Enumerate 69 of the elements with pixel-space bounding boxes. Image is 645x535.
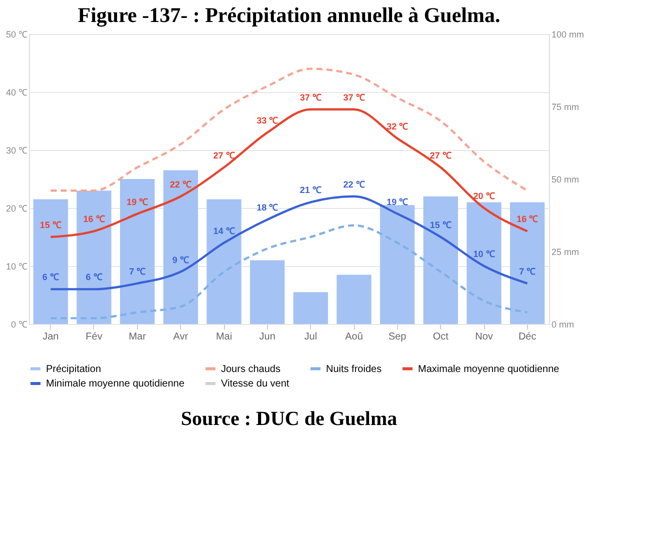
legend-label: Vitesse du vent — [221, 378, 290, 390]
bar — [163, 170, 198, 324]
data-label: 37 ℃ — [343, 92, 365, 102]
data-label: 6 ℃ — [86, 272, 102, 282]
data-label: 16 ℃ — [516, 214, 538, 224]
y-tick-label: 20 ℃ — [6, 204, 28, 214]
y-tick-label: 10 ℃ — [6, 262, 28, 272]
data-label: 6 ℃ — [42, 272, 59, 282]
data-label: 21 ℃ — [300, 185, 322, 196]
data-label: 16 ℃ — [83, 214, 105, 224]
bar — [510, 202, 545, 324]
data-label: 32 ℃ — [386, 121, 408, 132]
data-label: 14 ℃ — [213, 226, 235, 236]
y-tick-label: 40 ℃ — [6, 88, 28, 98]
data-label: 18 ℃ — [256, 202, 278, 213]
bar — [206, 199, 242, 324]
data-label: 27 ℃ — [430, 150, 452, 160]
bar — [250, 260, 285, 324]
bar — [380, 205, 415, 324]
legend-label: Nuits froides — [326, 364, 382, 375]
x-tick-label: Jan — [42, 332, 59, 342]
chart-title: Figure -137- : Précipitation annuelle à Guelma. — [78, 3, 500, 27]
data-label: 37 ℃ — [300, 92, 322, 102]
data-label: 15 ℃ — [40, 220, 62, 230]
x-tick-label: Aoû — [345, 332, 363, 342]
bar — [466, 202, 502, 324]
bar — [76, 190, 112, 324]
x-tick-label: Sep — [388, 332, 407, 342]
data-label: 9 ℃ — [172, 254, 189, 265]
data-label: 7 ℃ — [519, 266, 536, 276]
legend-label: Jours chauds — [221, 364, 280, 375]
x-tick-label: Avr — [173, 332, 189, 342]
data-label: 19 ℃ — [386, 196, 408, 207]
data-label: 15 ℃ — [430, 220, 452, 230]
data-label: 10 ℃ — [473, 249, 495, 259]
legend-label: Maximale moyenne quotidienne — [418, 364, 560, 375]
data-label: 22 ℃ — [170, 179, 192, 190]
bar — [120, 179, 155, 324]
source-note: Source : DUC de Guelma — [180, 408, 398, 430]
x-tick-label: Fév — [86, 332, 102, 342]
x-tick-label: Mar — [128, 332, 147, 342]
data-label: 7 ℃ — [129, 266, 146, 276]
bar — [293, 292, 328, 324]
x-tick-label: Oct — [432, 332, 449, 342]
y2-tick-label: 75 mm — [552, 102, 580, 112]
bar — [423, 196, 458, 324]
y-tick-label: 50 ℃ — [6, 30, 28, 40]
y2-tick-label: 25 mm — [552, 247, 580, 257]
data-label: 27 ℃ — [213, 150, 235, 160]
legend-label: Minimale moyenne quotidienne — [46, 378, 185, 390]
y-tick-label: 0 ℃ — [10, 320, 28, 330]
bar — [33, 199, 68, 324]
bar — [336, 274, 372, 324]
x-tick-label: Mai — [216, 332, 232, 342]
line-series — [50, 68, 528, 192]
data-label: 22 ℃ — [343, 179, 365, 190]
data-label: 19 ℃ — [126, 196, 148, 207]
data-label: 33 ℃ — [256, 116, 278, 126]
line-series — [50, 108, 528, 238]
data-label: 20 ℃ — [473, 191, 495, 201]
x-tick-label: Déc — [518, 332, 536, 342]
y2-tick-label: 0 mm — [552, 320, 574, 330]
x-tick-label: Jun — [259, 332, 276, 342]
y2-tick-label: 100 mm — [552, 30, 584, 40]
x-tick-label: Nov — [475, 332, 493, 342]
x-tick-label: Jul — [304, 332, 318, 342]
legend-label: Précipitation — [46, 364, 102, 375]
y2-tick-label: 50 mm — [552, 174, 580, 184]
y-tick-label: 30 ℃ — [6, 146, 28, 156]
